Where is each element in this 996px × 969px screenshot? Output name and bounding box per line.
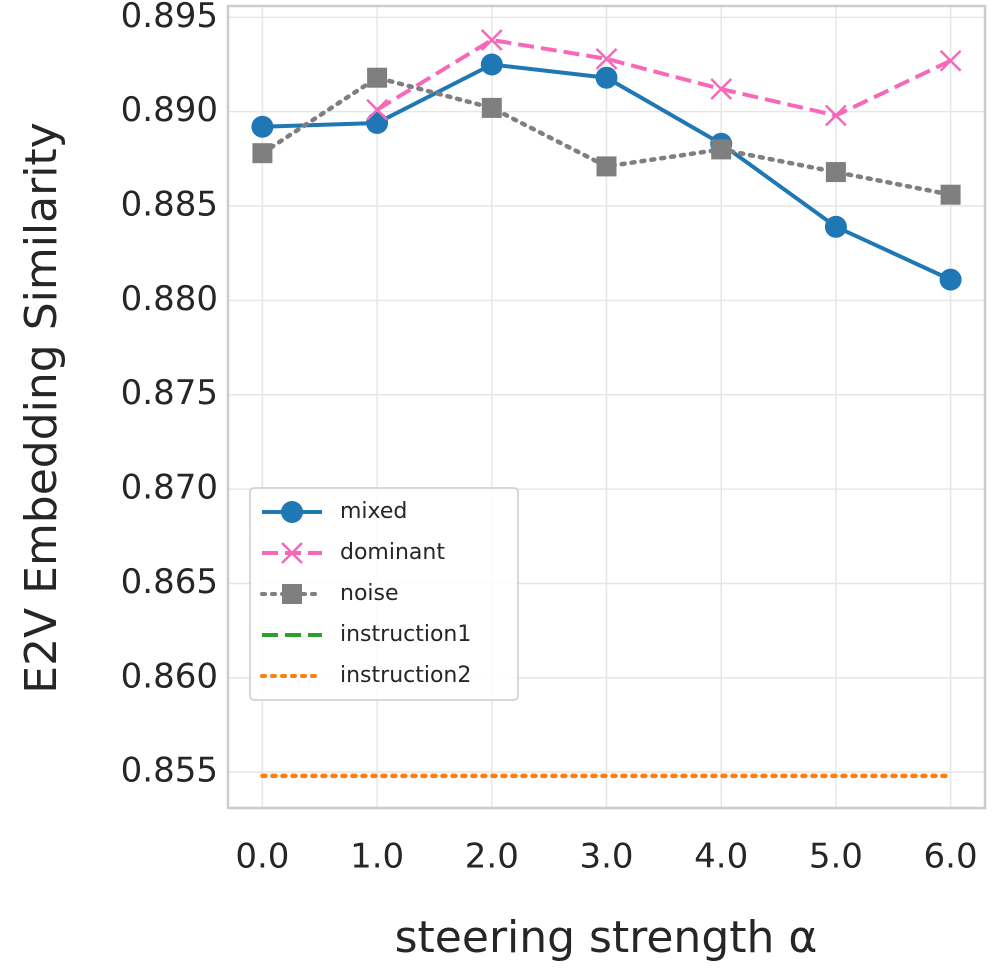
x-tick-label: 3.0 xyxy=(579,837,633,877)
series-line xyxy=(376,37,952,118)
marker xyxy=(940,184,961,205)
legend-label: mixed xyxy=(340,499,407,524)
marker xyxy=(481,97,502,118)
marker xyxy=(366,98,388,121)
marker xyxy=(281,501,303,523)
y-tick-label: 0.865 xyxy=(121,562,218,602)
legend-label: dominant xyxy=(340,540,445,565)
y-tick-label: 0.885 xyxy=(121,185,218,225)
legend-label: instruction2 xyxy=(340,663,471,688)
y-tick-label: 0.870 xyxy=(121,468,218,508)
x-tick-label: 6.0 xyxy=(924,837,978,877)
marker xyxy=(825,104,847,127)
plot-frame xyxy=(226,4,987,810)
x-tick-label: 2.0 xyxy=(465,837,519,877)
legend: mixed dominant noise instruction1 instructio… xyxy=(249,487,519,701)
marker xyxy=(825,162,846,183)
marker xyxy=(366,111,389,134)
marker xyxy=(595,66,618,89)
x-tick-label: 5.0 xyxy=(809,837,863,877)
marker xyxy=(596,156,617,177)
y-tick-label: 0.860 xyxy=(121,656,218,696)
legend-frame xyxy=(249,487,519,701)
y-tick-label: 0.880 xyxy=(121,279,218,319)
marker xyxy=(367,67,388,88)
legend-label: noise xyxy=(340,581,399,606)
marker xyxy=(480,53,503,76)
legend-label: instruction1 xyxy=(340,622,471,647)
y-axis-title: E2V Embedding Similarity xyxy=(16,122,67,693)
marker xyxy=(710,78,733,100)
x-axis-title: steering strength α xyxy=(395,912,818,963)
marker xyxy=(939,49,962,72)
marker xyxy=(939,268,962,291)
marker xyxy=(595,47,618,70)
x-tick-label: 0.0 xyxy=(235,837,289,877)
x-tick-label: 4.0 xyxy=(694,837,748,877)
marker xyxy=(251,115,274,138)
marker xyxy=(252,143,273,164)
marker xyxy=(282,584,302,604)
y-tick-label: 0.890 xyxy=(121,90,218,130)
y-tick-label: 0.895 xyxy=(121,0,218,36)
marker xyxy=(480,29,503,51)
marker xyxy=(281,542,303,564)
marker xyxy=(711,139,732,160)
y-tick-label: 0.875 xyxy=(121,373,218,413)
x-tick-label: 1.0 xyxy=(350,837,404,877)
marker xyxy=(824,215,847,238)
y-tick-label: 0.855 xyxy=(121,751,218,791)
